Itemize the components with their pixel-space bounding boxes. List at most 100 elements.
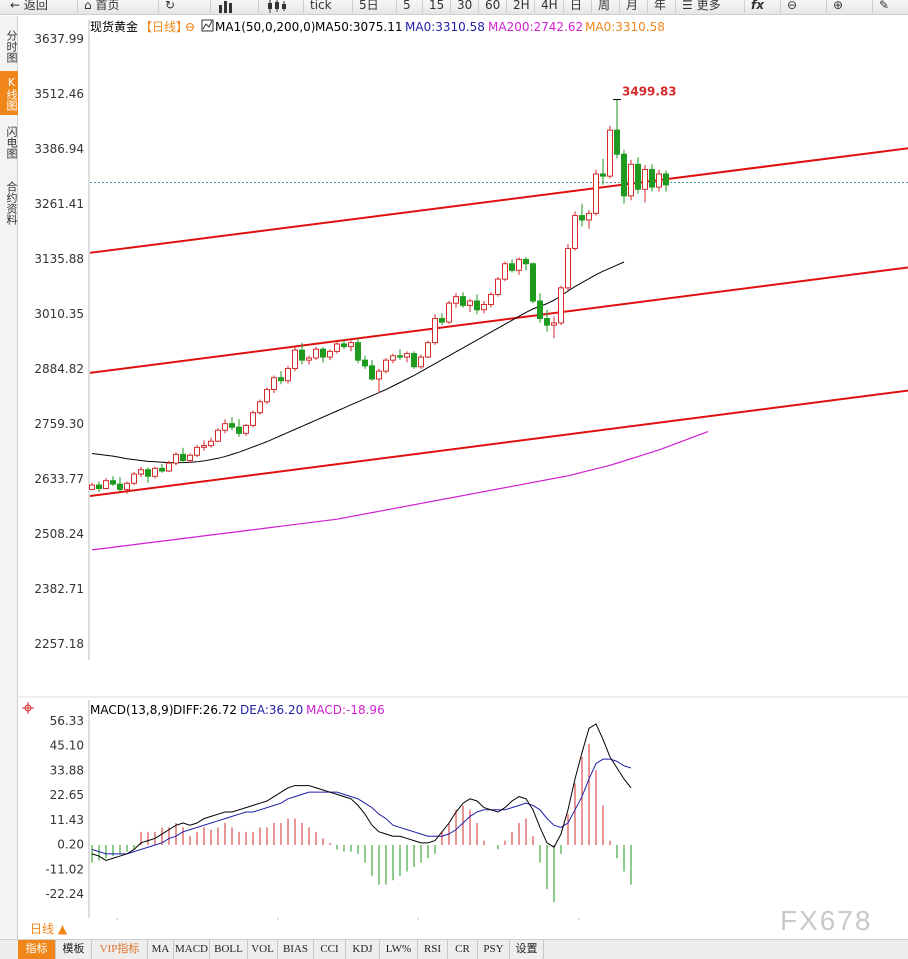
zoom-out-button[interactable]: ⊖ — [780, 0, 797, 13]
candle-body — [516, 258, 522, 271]
macd-title: MACD(13,8,9) — [90, 703, 174, 717]
top-toolbar: ← 返回 ⌂ 首页 ↻ tick 5日 5 15 30 60 — [0, 0, 908, 15]
indicator-tab[interactable]: PSY — [478, 940, 510, 959]
macd-y-tick-label: 33.88 — [50, 763, 84, 777]
macd-y-tick-label: -11.02 — [45, 862, 84, 876]
indicator-tab[interactable]: LW% — [380, 940, 418, 959]
dea-line — [91, 758, 632, 855]
more-button[interactable]: ☰ 更多 — [675, 0, 721, 13]
candle-body — [502, 263, 508, 280]
candle-body — [593, 173, 599, 214]
tick-button[interactable]: tick — [303, 0, 332, 13]
legend-settings-icon[interactable] — [186, 23, 194, 31]
candle-body — [600, 173, 606, 177]
period-30m[interactable]: 30 — [450, 0, 472, 13]
y-tick-label: 3010.35 — [34, 307, 84, 321]
chart-type-button[interactable] — [210, 0, 237, 13]
indicator-tab[interactable]: CR — [448, 940, 478, 959]
home-button[interactable]: ⌂ 首页 — [77, 0, 119, 13]
candle-body — [285, 367, 291, 382]
y-tick-label: 2759.30 — [34, 417, 84, 431]
candle-body — [145, 469, 151, 477]
candlestick-icon — [268, 0, 286, 13]
period-2h[interactable]: 2H — [506, 0, 530, 13]
indicator-tab[interactable]: 指标 — [18, 940, 56, 959]
candle-body — [327, 350, 333, 358]
candle-body — [628, 163, 634, 197]
macd-y-tick-label: 56.33 — [50, 714, 84, 728]
back-button[interactable]: ← 返回 — [10, 0, 48, 13]
candle-body — [586, 212, 592, 221]
period-month[interactable]: 月 — [619, 0, 638, 13]
candle-body — [348, 342, 354, 348]
period-5m[interactable]: 5 — [396, 0, 411, 13]
candle-body — [523, 258, 529, 265]
bottom-bar: 日线 ▲ 指标 模板 VIP指标 MA MACD BOLL VOL BIAS CCI KDJ LW%… — [0, 920, 908, 959]
indicator-tab[interactable]: CCI — [314, 940, 346, 959]
indicator-tab[interactable]: VOL — [248, 940, 278, 959]
home-label: 首页 — [95, 0, 120, 12]
candle-body — [152, 467, 158, 477]
macd-y-tick-label: 11.43 — [50, 813, 84, 827]
candle-body — [180, 453, 186, 461]
refresh-button[interactable]: ↻ — [158, 0, 175, 13]
candle-type-button[interactable] — [258, 0, 287, 13]
indicator-tab[interactable]: MACD — [174, 940, 210, 959]
watermark: FX678 — [780, 905, 873, 936]
candle-body — [663, 173, 669, 186]
indicator-tab[interactable]: KDJ — [346, 940, 380, 959]
zoom-in-button[interactable]: ⊕ — [826, 0, 843, 13]
more-label: 更多 — [696, 0, 721, 12]
candle-body — [551, 322, 557, 326]
period-year[interactable]: 年 — [647, 0, 666, 13]
period-15m[interactable]: 15 — [422, 0, 444, 13]
candle-body — [292, 349, 298, 369]
candle-body — [439, 318, 445, 323]
chart-canvas[interactable]: 现货黄金 【日线】 MA1(50,0,200,0) MA50:3075.11 M… — [0, 0, 908, 920]
draw-tool-button[interactable]: ✎ — [872, 0, 889, 13]
formula-button[interactable]: fx — [744, 0, 764, 13]
candle-body — [621, 153, 627, 197]
indicator-tab[interactable]: BOLL — [210, 940, 248, 959]
period-week[interactable]: 周 — [591, 0, 610, 13]
candle-body — [446, 302, 452, 323]
candle-body — [467, 300, 473, 306]
candle-body — [278, 377, 284, 382]
period-4h[interactable]: 4H — [534, 0, 558, 13]
macd-y-tick-label: 22.65 — [50, 788, 84, 802]
period-selector[interactable]: 日线 ▲ — [18, 920, 88, 939]
ma-indicator-icon[interactable] — [201, 19, 214, 32]
tab-contract-info[interactable]: 合约资料 — [5, 181, 18, 225]
candle-body — [103, 480, 109, 490]
tab-flash[interactable]: 闪电图 — [5, 125, 18, 159]
macd-dif: DIFF:26.72 — [173, 703, 237, 717]
candle-body — [194, 446, 200, 456]
macd-value: MACD:-18.96 — [306, 703, 385, 717]
period-5day[interactable]: 5日 — [352, 0, 379, 13]
macd-settings-icon[interactable] — [22, 702, 34, 714]
candle-body — [376, 370, 382, 380]
candle-body — [355, 342, 361, 361]
tab-intraday[interactable]: 分时图 — [5, 29, 18, 63]
tab-kline[interactable]: K线图 — [0, 71, 18, 115]
period-60m[interactable]: 60 — [478, 0, 500, 13]
candle-body — [117, 483, 123, 490]
main-y-axis: 3637.99 3512.46 3386.94 3261.41 3135.88 3010.… — [34, 20, 90, 660]
candle-body — [495, 278, 501, 295]
indicator-tab[interactable]: MA — [148, 940, 174, 959]
home-icon: ⌂ — [84, 0, 92, 12]
indicator-tab[interactable]: VIP指标 — [92, 940, 148, 959]
ma0-value: MA0:3310.58 — [405, 20, 485, 34]
indicator-tab[interactable]: BIAS — [278, 940, 314, 959]
candle-body — [418, 356, 424, 368]
indicator-tab[interactable]: 设置 — [510, 940, 544, 959]
candle-body — [369, 365, 375, 380]
period-label: 4H — [541, 0, 558, 12]
candle-body — [257, 401, 263, 414]
period-day[interactable]: 日 — [563, 0, 582, 13]
period-label: 日 — [570, 0, 583, 12]
high-marker-label: 3499.83 — [622, 85, 677, 99]
indicator-tab[interactable]: 模板 — [56, 940, 92, 959]
candle-body — [579, 215, 585, 221]
indicator-tab[interactable]: RSI — [418, 940, 448, 959]
